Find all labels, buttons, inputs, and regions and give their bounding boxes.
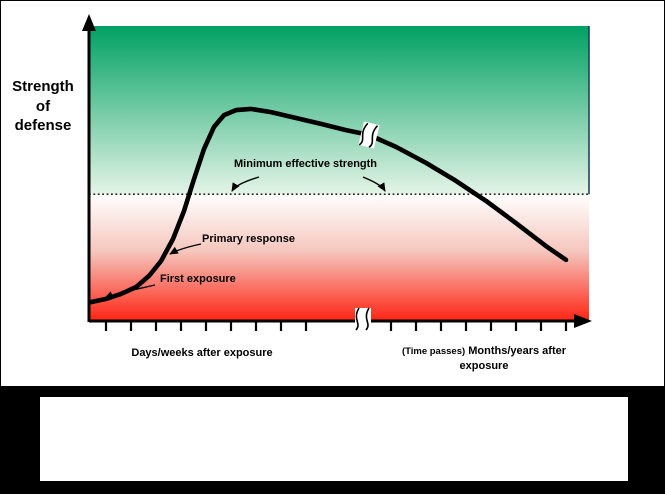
- immune-response-chart: Strength of defense Minimum effective st…: [1, 1, 664, 386]
- primary-response-arrow: [169, 243, 202, 255]
- chart-canvas: [82, 14, 592, 331]
- x-axis-arrow: [574, 314, 592, 328]
- break-squiggle: [365, 307, 370, 331]
- bottom-band: [1, 386, 664, 493]
- response-curve: [88, 106, 569, 305]
- x-axis-label-left: Days/weeks after exposure: [131, 347, 273, 359]
- y-axis-label: Strength of defense: [12, 78, 74, 134]
- curve-break: [358, 121, 380, 149]
- min-strength-arrow-right: [362, 176, 386, 192]
- caption-box: [40, 397, 628, 481]
- min-strength-arrow-left: [231, 176, 260, 192]
- first-exposure-label: First exposure: [160, 273, 236, 285]
- axis-ticks: [104, 322, 568, 331]
- y-axis-arrow: [82, 14, 96, 31]
- zone-protected: [89, 26, 589, 195]
- break-squiggle: [358, 122, 369, 146]
- months-years-label: Months/years after exposure: [459, 345, 567, 372]
- x-axis-label-right: (Time passes) Months/years after exposur…: [398, 344, 570, 374]
- axis-break: [355, 307, 371, 331]
- primary-response-label: Primary response: [202, 233, 295, 245]
- break-squiggle: [368, 125, 379, 148]
- break-squiggle: [355, 307, 360, 331]
- min-effective-strength-label: Minimum effective strength: [234, 158, 378, 170]
- time-passes-label: (Time passes): [401, 346, 466, 357]
